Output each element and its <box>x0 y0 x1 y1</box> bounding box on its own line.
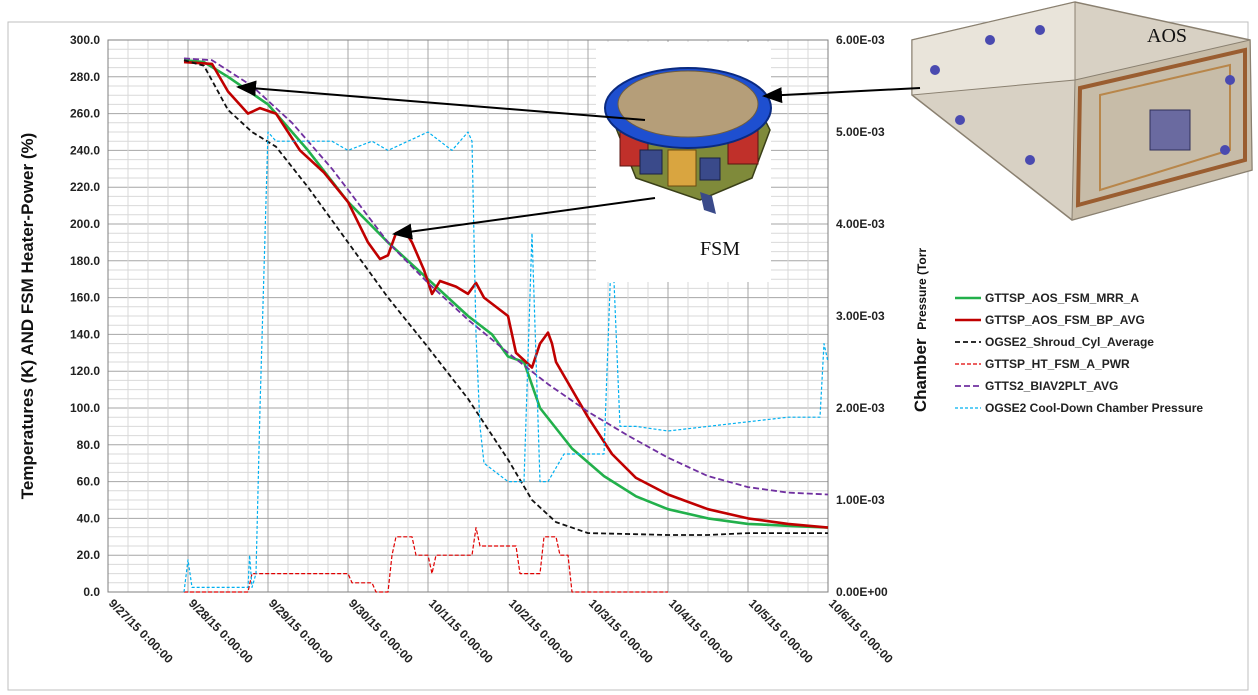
y-right-tick-label: 2.00E-03 <box>836 401 885 415</box>
series-line-3 <box>184 527 668 593</box>
legend-label: GTTSP_AOS_FSM_BP_AVG <box>985 313 1145 327</box>
y-left-tick-label: 160.0 <box>70 291 100 305</box>
y-left-axis-title: Temperatures (K) AND FSM Heater-Power (%… <box>18 133 37 500</box>
y-left-tick-label: 0.0 <box>83 585 100 599</box>
y-left-tick-label: 80.0 <box>77 438 101 452</box>
y-left-tick-label: 180.0 <box>70 254 100 268</box>
y-right-tick-label: 3.00E-03 <box>836 309 885 323</box>
legend-label: GTTSP_HT_FSM_A_PWR <box>985 357 1130 371</box>
y-right-axis-title: Chamber Pressure (Torr <box>911 248 930 413</box>
arrow-fsm-to-mrr <box>236 80 646 121</box>
arrow-fsm-to-bp <box>392 197 656 240</box>
y-right-ticks: 0.00E+00 1.00E-03 2.00E-03 3.00E-03 4.00E-03… <box>836 33 888 599</box>
y-left-tick-label: 40.0 <box>77 511 101 525</box>
y-left-tick-label: 240.0 <box>70 143 100 157</box>
plot-area <box>107 39 829 593</box>
series-line-1 <box>183 60 829 529</box>
y-right-tick-label: 1.00E-03 <box>836 493 885 507</box>
y-left-tick-label: 200.0 <box>70 217 100 231</box>
y-left-tick-label: 220.0 <box>70 180 100 194</box>
y-right-axis-title-big: Chamber <box>911 338 930 412</box>
arrow-aos-to-fsm <box>762 87 921 104</box>
legend-label: OGSE2 Cool-Down Chamber Pressure <box>985 401 1203 415</box>
y-left-tick-label: 260.0 <box>70 107 100 121</box>
y-left-tick-label: 280.0 <box>70 70 100 84</box>
fsm-label: FSM <box>700 238 740 260</box>
svg-text:Chamber Pressure (Torr: Chamber Pressure (Torr <box>911 248 930 413</box>
series-line-2 <box>183 59 828 536</box>
series-line-5 <box>183 131 829 593</box>
legend: GTTSP_AOS_FSM_MRR_A GTTSP_AOS_FSM_BP_AVG O… <box>955 291 1203 415</box>
y-right-tick-label: 0.00E+00 <box>836 585 888 599</box>
y-right-tick-label: 6.00E-03 <box>836 33 885 47</box>
y-right-tick-label: 5.00E-03 <box>836 125 885 139</box>
aos-illustration: AOS <box>911 1 1253 221</box>
fsm-illustration: FSM <box>596 42 772 282</box>
y-left-tick-label: 120.0 <box>70 364 100 378</box>
y-left-tick-label: 140.0 <box>70 327 100 341</box>
y-left-tick-label: 20.0 <box>77 548 101 562</box>
y-right-axis-title-small: Pressure (Torr <box>915 248 929 330</box>
y-left-ticks: 0.0 20.0 40.0 60.0 80.0 100.0 120.0 140.0 160.0 1… <box>70 33 100 599</box>
y-right-tick-label: 4.00E-03 <box>836 217 885 231</box>
y-left-tick-label: 300.0 <box>70 33 100 47</box>
series-line-4 <box>183 57 829 496</box>
legend-label: GTTSP_AOS_FSM_MRR_A <box>985 291 1139 305</box>
legend-label: GTTS2_BIAV2PLT_AVG <box>985 379 1118 393</box>
legend-label: OGSE2_Shroud_Cyl_Average <box>985 335 1154 349</box>
series-group <box>183 57 829 593</box>
y-left-tick-label: 60.0 <box>77 475 101 489</box>
y-left-tick-label: 100.0 <box>70 401 100 415</box>
aos-label: AOS <box>1147 25 1187 47</box>
